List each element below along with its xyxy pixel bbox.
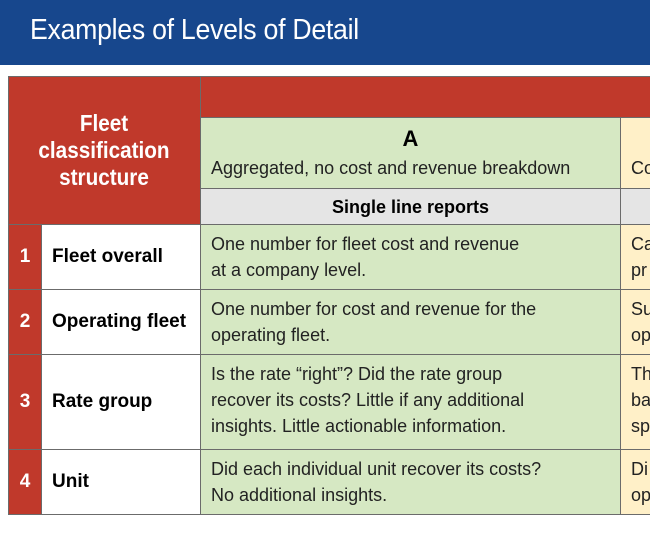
- desc-line: One number for cost and revenue for the: [211, 299, 537, 319]
- column-b-header: Co: [620, 117, 650, 189]
- desc-line: Is the rate “right”? Did the rate group: [211, 364, 503, 384]
- structure-header-line-3: structure: [59, 164, 149, 190]
- row-description-a: One number for fleet cost and revenue at…: [200, 224, 621, 290]
- title-bar: Examples of Levels of Detail: [0, 0, 650, 65]
- desc-line: ba: [631, 390, 650, 410]
- desc-line: sp: [631, 416, 650, 436]
- structure-header-line-2: classification: [38, 137, 170, 163]
- row-description-a: One number for cost and revenue for the …: [200, 289, 621, 355]
- row-name: Operating fleet: [41, 289, 201, 355]
- row-name: Rate group: [41, 354, 201, 450]
- report-type-label: Single line reports: [331, 197, 490, 217]
- row-number: 3: [8, 354, 42, 450]
- desc-line: pr: [631, 260, 648, 280]
- row-description-b: Di op: [620, 449, 650, 515]
- desc-line: op: [631, 485, 650, 505]
- columns-header-band: [200, 76, 650, 118]
- row-description-a: Did each individual unit recover its cos…: [200, 449, 621, 515]
- desc-line: Th: [631, 364, 650, 384]
- desc-line: Did each individual unit recover its cos…: [211, 459, 542, 479]
- row-description-b: Su op: [620, 289, 650, 355]
- row-description-a: Is the rate “right”? Did the rate group …: [200, 354, 621, 450]
- column-a-subtitle: Aggregated, no cost and revenue breakdow…: [211, 158, 571, 178]
- desc-line: Di: [631, 459, 648, 479]
- row-number: 1: [8, 224, 42, 290]
- desc-line: at a company level.: [211, 260, 367, 280]
- column-a-letter: A: [402, 126, 419, 151]
- desc-line: operating fleet.: [211, 325, 331, 345]
- row-number: 4: [8, 449, 42, 515]
- row-number: 2: [8, 289, 42, 355]
- structure-header-line-1: Fleet: [79, 110, 129, 136]
- desc-line: No additional insights.: [211, 485, 388, 505]
- structure-header-cell: Fleet classification structure: [8, 76, 201, 225]
- row-description-b: Ca pr: [620, 224, 650, 290]
- desc-line: op: [631, 325, 650, 345]
- desc-line: One number for fleet cost and revenue: [211, 234, 520, 254]
- column-a-header: A Aggregated, no cost and revenue breakd…: [200, 117, 621, 189]
- desc-line: insights. Little actionable information.: [211, 416, 507, 436]
- desc-line: recover its costs? Little if any additio…: [211, 390, 525, 410]
- column-a-report-type: Single line reports: [200, 188, 621, 225]
- column-b-subtitle: Co: [631, 158, 650, 178]
- column-b-report-type: [620, 188, 650, 225]
- row-description-b: Th ba sp: [620, 354, 650, 450]
- page-title: Examples of Levels of Detail: [30, 14, 359, 46]
- desc-line: Su: [631, 299, 650, 319]
- row-name: Unit: [41, 449, 201, 515]
- row-name: Fleet overall: [41, 224, 201, 290]
- desc-line: Ca: [631, 234, 650, 254]
